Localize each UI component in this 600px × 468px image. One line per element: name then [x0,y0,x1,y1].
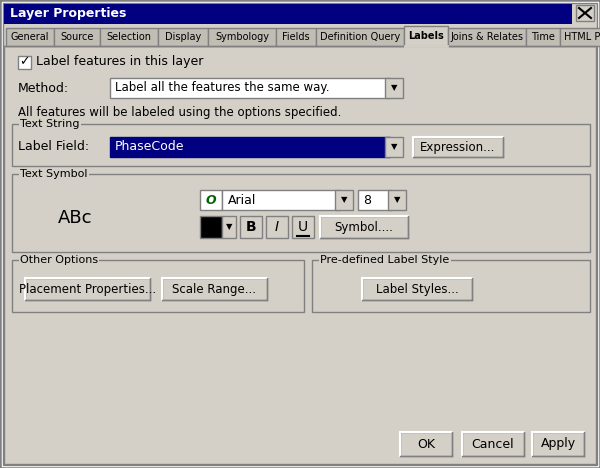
Text: Fields: Fields [282,32,310,42]
Bar [320,216,408,238]
Text: Expression...: Expression... [421,140,496,154]
Text: Labels: Labels [408,31,444,41]
Bar [100,28,158,46]
Bar [200,216,222,238]
Bar [12,124,590,166]
Bar [208,28,276,46]
Bar [404,26,448,46]
Bar [25,278,150,300]
Bar [54,28,100,46]
Bar [292,216,314,238]
Text: Text Symbol: Text Symbol [20,169,88,179]
Bar [526,28,560,46]
Bar [12,260,304,312]
Bar [358,190,392,210]
Bar [560,28,600,46]
Bar [4,4,572,24]
Text: ▼: ▼ [391,142,397,152]
Text: Source: Source [61,32,94,42]
Bar [18,56,31,69]
Text: General: General [11,32,49,42]
Text: Label features in this layer: Label features in this layer [36,56,203,68]
Text: PhaseCode: PhaseCode [115,140,185,154]
Text: ▼: ▼ [226,222,232,232]
Bar [316,28,404,46]
Text: Scale Range...: Scale Range... [173,283,257,295]
Bar [532,432,584,456]
Text: Text String: Text String [20,119,79,129]
Text: ▼: ▼ [394,196,400,205]
Bar [200,190,222,210]
Text: ✓: ✓ [19,56,29,68]
Text: Pre-defined Label Style: Pre-defined Label Style [320,255,449,265]
Text: Other Options: Other Options [20,255,98,265]
Text: 8: 8 [363,193,371,206]
Text: Arial: Arial [228,193,256,206]
Text: All features will be labeled using the options specified.: All features will be labeled using the o… [18,106,341,119]
Text: Cancel: Cancel [472,438,514,451]
Text: Display: Display [165,32,201,42]
Text: Symbology: Symbology [215,32,269,42]
Text: I: I [275,220,279,234]
Text: Time: Time [531,32,555,42]
Bar [362,278,472,300]
Text: Symbol....: Symbol.... [335,220,394,234]
Text: Method:: Method: [18,81,69,95]
Bar [576,5,594,21]
Text: Placement Properties...: Placement Properties... [19,283,156,295]
Bar [110,78,390,98]
Text: Joins & Relates: Joins & Relates [451,32,523,42]
Bar [335,190,353,210]
Bar [448,28,526,46]
Bar [4,46,596,464]
Text: O: O [206,193,217,206]
Bar [222,216,236,238]
Bar [413,137,503,157]
Bar [12,174,590,252]
Bar [385,78,403,98]
Text: ABc: ABc [58,209,92,227]
Text: ▼: ▼ [341,196,347,205]
Bar [400,432,452,456]
Bar [388,190,406,210]
Bar [385,137,403,157]
Text: Selection: Selection [107,32,151,42]
Bar [158,28,208,46]
Text: Label Styles...: Label Styles... [376,283,458,295]
Text: Apply: Apply [541,438,575,451]
Text: Layer Properties: Layer Properties [10,7,127,21]
Text: OK: OK [417,438,435,451]
Bar [110,137,390,157]
Text: U: U [298,220,308,234]
Bar [312,260,590,312]
Text: Definition Query: Definition Query [320,32,400,42]
Bar [462,432,524,456]
Bar [240,216,262,238]
Text: ▼: ▼ [391,83,397,93]
Bar [6,28,54,46]
Text: HTML Popup: HTML Popup [563,32,600,42]
Bar [266,216,288,238]
Text: Label Field:: Label Field: [18,140,89,154]
Text: Label all the features the same way.: Label all the features the same way. [115,81,329,95]
Text: B: B [245,220,256,234]
Bar [222,190,340,210]
Bar [276,28,316,46]
Bar [162,278,267,300]
